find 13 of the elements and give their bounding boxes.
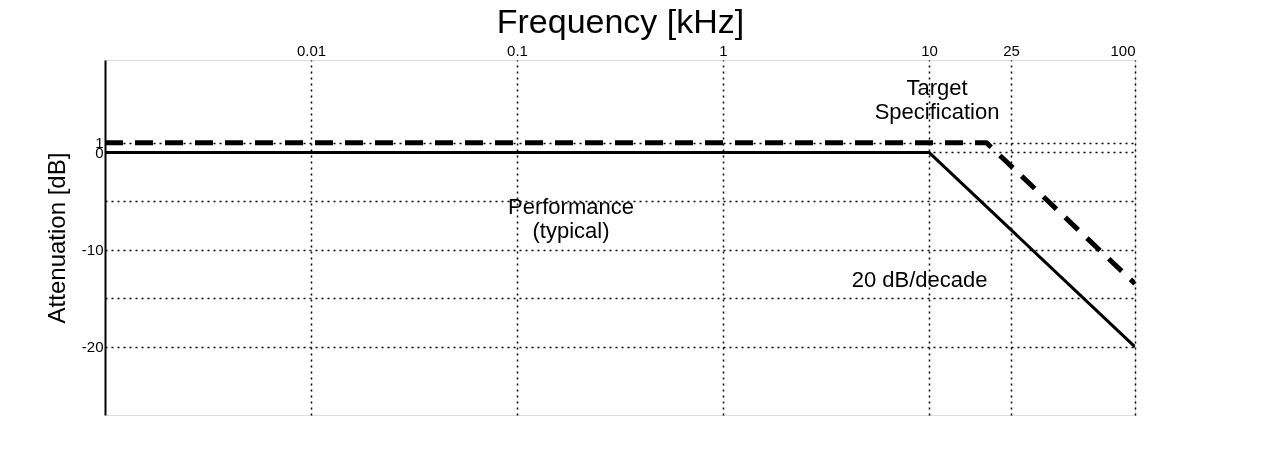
- x-tick-label: 100: [1110, 41, 1136, 59]
- y-axis-title: Attenuation [dB]: [42, 152, 70, 324]
- x-axis-title: Frequency [kHz]: [496, 1, 745, 40]
- x-tick-label: 10: [921, 41, 938, 59]
- y-tick-label: -10: [81, 241, 104, 259]
- x-tick-label: 0.01: [296, 41, 327, 59]
- annotation: 20 dB/decade: [851, 267, 988, 293]
- annotation: Performance (typical): [508, 194, 634, 244]
- annotation: Target Specification: [874, 74, 1000, 124]
- x-tick-label: 1: [719, 41, 728, 59]
- x-tick-label: 0.1: [507, 41, 528, 59]
- x-tick-label: 25: [1003, 41, 1020, 59]
- y-tick-label: -20: [81, 338, 104, 356]
